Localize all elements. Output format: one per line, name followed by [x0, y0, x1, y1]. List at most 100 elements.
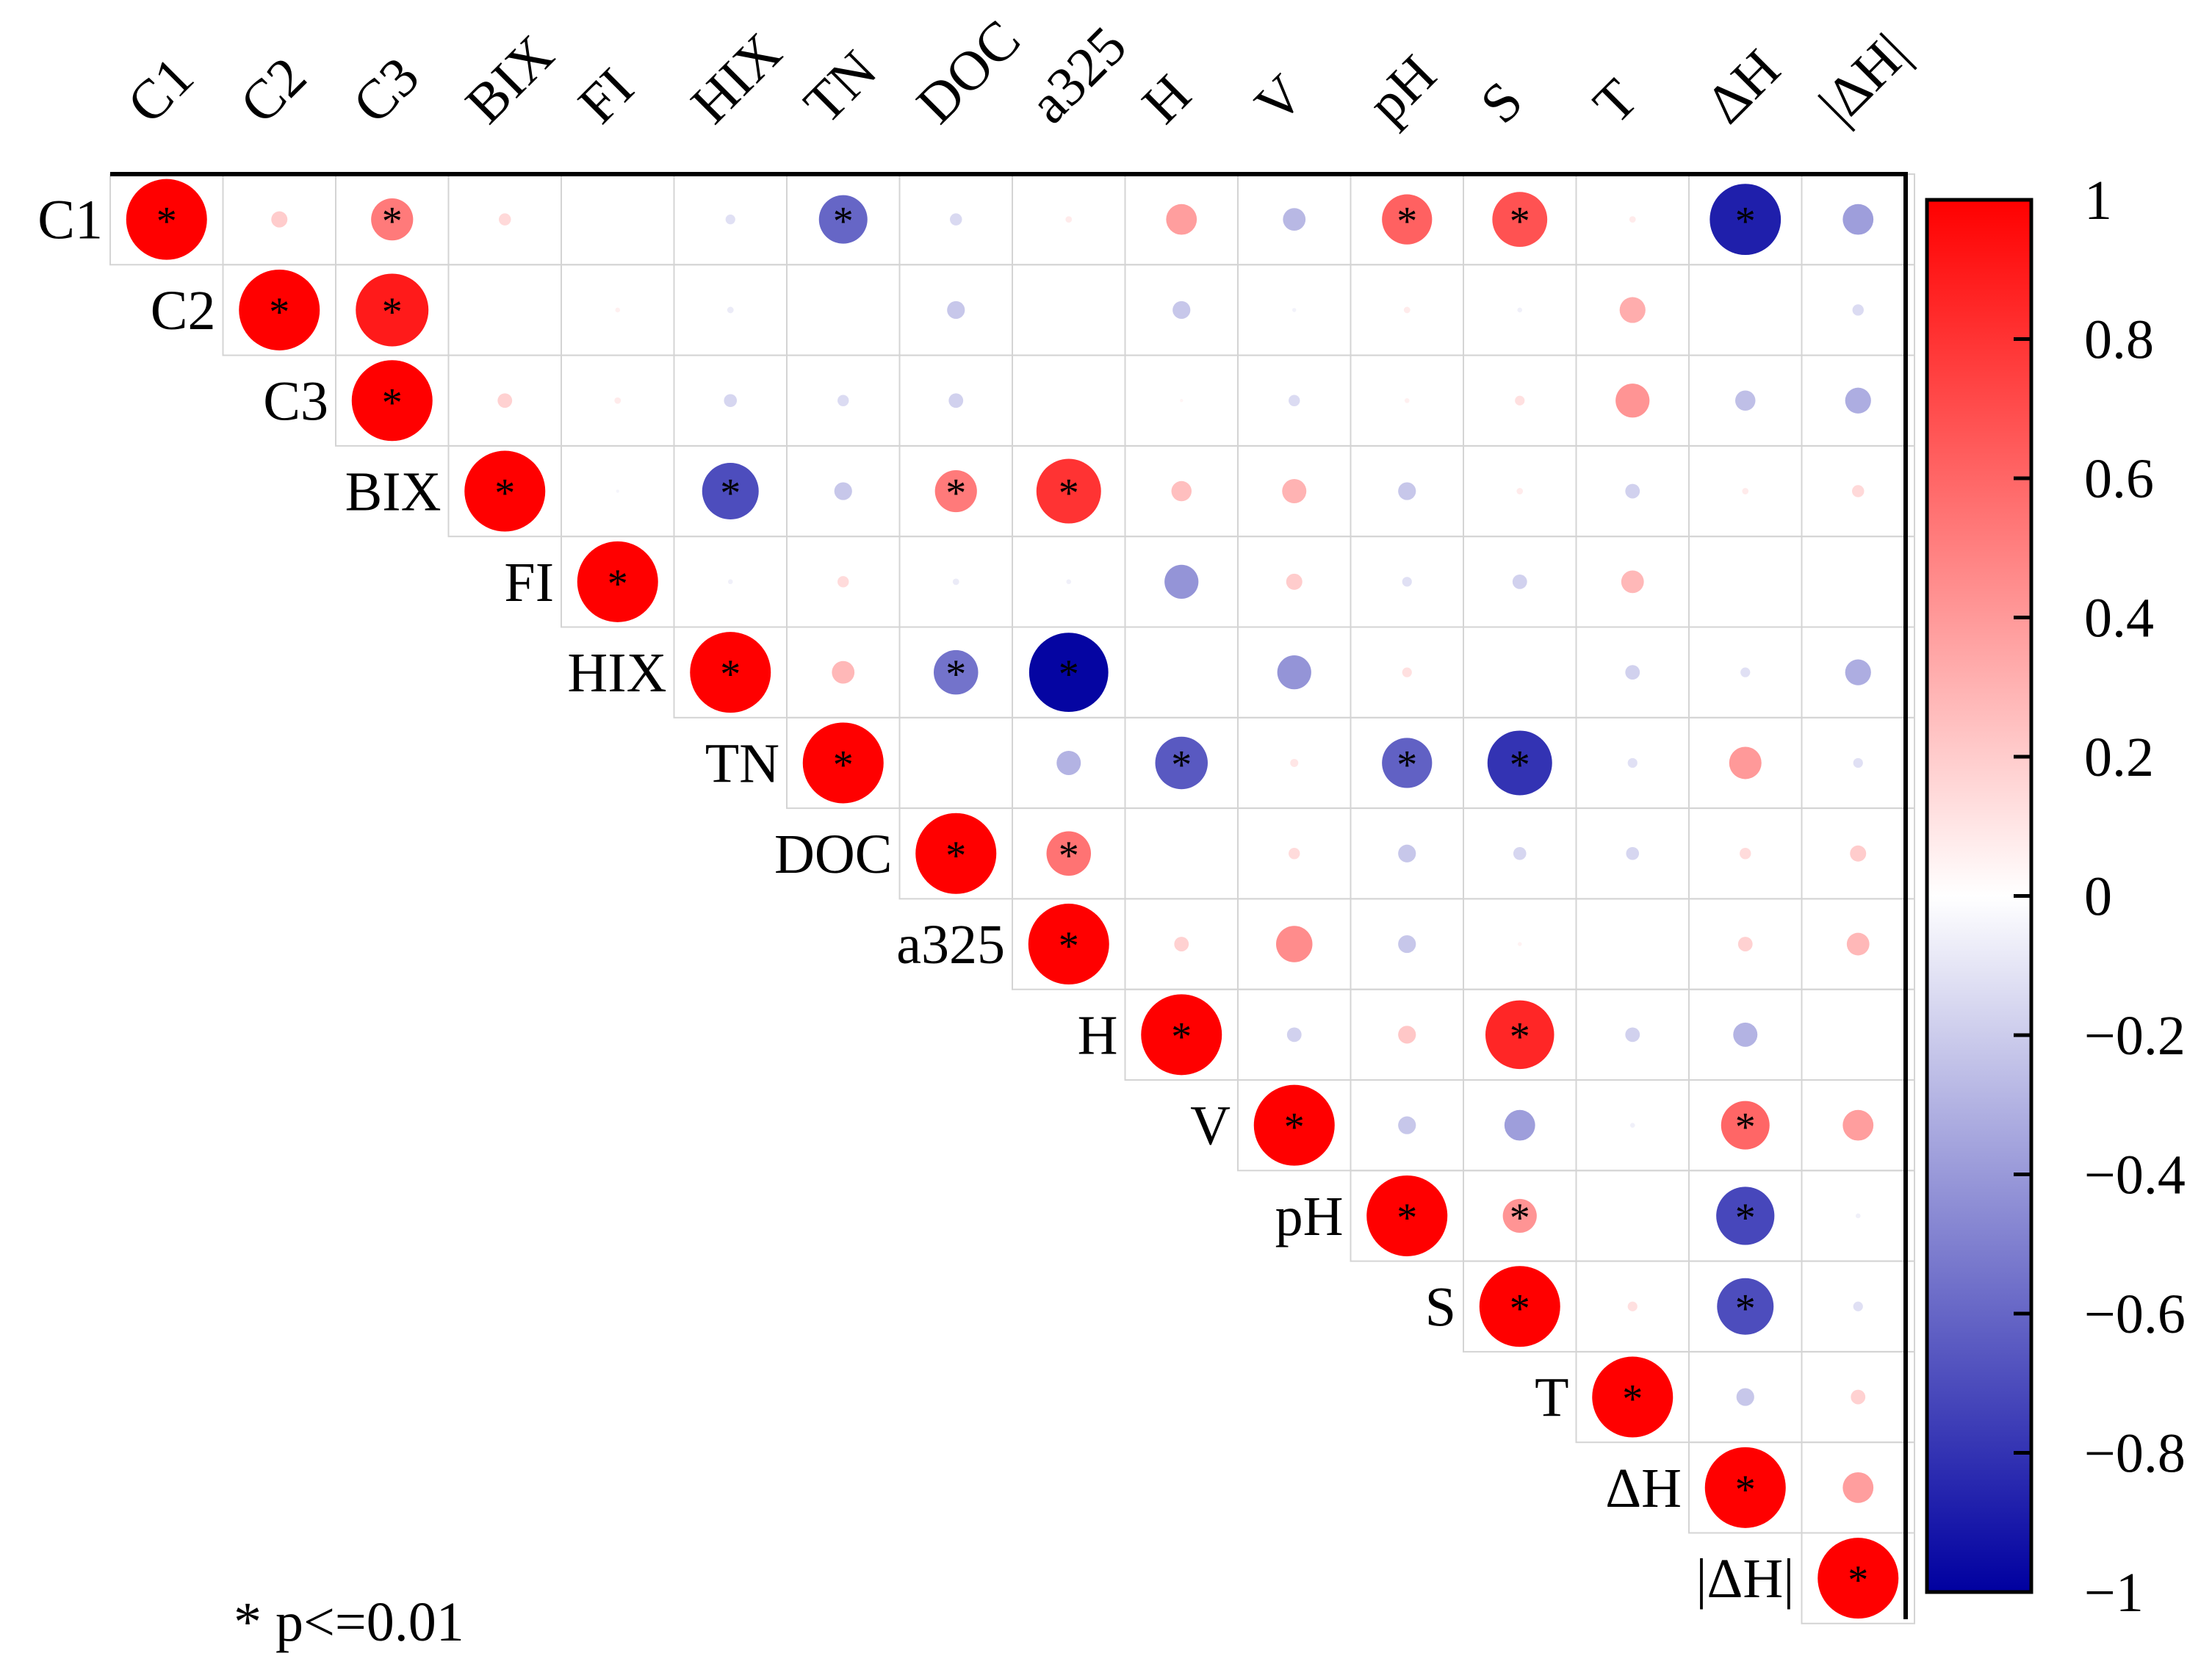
corr-circle-C3-T [1615, 384, 1650, 418]
sig-star: * [833, 742, 854, 788]
corr-circle-a325-V [1276, 926, 1313, 962]
corr-circle-C1-C3 [371, 198, 414, 241]
corr-circle-C3-C3 [351, 360, 433, 442]
corr-circle-C1-V [1283, 208, 1306, 231]
sig-star: * [1735, 1286, 1756, 1331]
corr-circle-HIX-|ΔH| [1845, 659, 1871, 685]
corr-circle-C1-C1 [126, 179, 207, 260]
column-label: V [1243, 63, 1315, 135]
corr-circle-C3-HIX [724, 394, 738, 408]
corr-circle-DOC-T [1626, 846, 1640, 860]
sig-star: * [494, 471, 515, 516]
column-label: C1 [115, 46, 205, 135]
corr-circle-a325-a325 [1028, 904, 1109, 985]
sig-star: * [1397, 199, 1417, 245]
corr-circle-HIX-DOC [934, 649, 979, 695]
corr-circle-a325-pH [1398, 935, 1416, 954]
grid-cell [1575, 898, 1690, 990]
sig-star: * [1059, 471, 1079, 516]
column-label: TN [792, 39, 888, 135]
sig-star: * [945, 471, 966, 516]
sig-star: * [1735, 1105, 1756, 1151]
row-label: C2 [151, 280, 216, 342]
cell-grid [109, 173, 1915, 1624]
corr-circle-TN-pH [1382, 738, 1433, 788]
sig-star: * [1510, 1286, 1530, 1331]
row-label: FI [504, 552, 554, 613]
corr-circle-V-S [1504, 1109, 1535, 1141]
corr-circle-DOC-ΔH [1740, 848, 1751, 860]
sig-star: * [1510, 199, 1530, 245]
corr-circle-BIX-T [1625, 483, 1640, 499]
column-label: DOC [905, 8, 1032, 135]
corr-circle-pH-ΔH [1716, 1187, 1775, 1245]
row-label: |ΔH| [1696, 1548, 1794, 1610]
grid-cell [561, 173, 675, 266]
row-label: C1 [37, 190, 103, 251]
corr-circle-V-V [1253, 1084, 1335, 1166]
column-label: pH [1356, 43, 1448, 135]
corr-circle-C3-ΔH [1735, 390, 1756, 411]
sig-star: * [1622, 1377, 1643, 1422]
corr-circle-a325-S [1518, 942, 1522, 946]
corr-circle-C1-H [1166, 204, 1197, 235]
corr-circle-BIX-a325 [1036, 458, 1101, 524]
corr-circle-H-T [1625, 1027, 1640, 1043]
row-label: T [1535, 1367, 1568, 1429]
corr-circle-C1-HIX [725, 215, 735, 225]
colorbar-tick-label: 0.2 [2084, 727, 2154, 788]
corr-circle-T-|ΔH| [1851, 1389, 1866, 1405]
corr-circle-TN-V [1290, 758, 1299, 767]
sig-star: * [608, 561, 628, 607]
corr-circle-C1-a325 [1065, 216, 1073, 223]
corr-circle-HIX-pH [1402, 667, 1412, 677]
corr-circle-C1-TN [818, 195, 868, 244]
corr-circle-FI-FI [577, 541, 658, 622]
row-label: HIX [567, 642, 666, 704]
grid-cell [1124, 807, 1239, 900]
sig-star: * [945, 652, 966, 697]
sig-star: * [1397, 1195, 1417, 1241]
column-label: H [1131, 63, 1203, 135]
corr-circle-BIX-pH [1398, 482, 1416, 500]
corr-circle-BIX-HIX [702, 463, 759, 520]
corr-circle-HIX-TN [832, 660, 855, 684]
sig-star: * [269, 289, 289, 335]
column-label: HIX [680, 21, 793, 135]
corr-circle-a325-ΔH [1737, 937, 1753, 951]
corr-circle-DOC-|ΔH| [1850, 845, 1867, 862]
sig-star: * [945, 833, 966, 879]
corr-circle-DOC-S [1513, 846, 1527, 860]
corr-circle-C1-pH [1382, 194, 1433, 245]
column-label: S [1469, 70, 1534, 135]
corr-circle-BIX-DOC [934, 469, 977, 513]
row-label: C3 [263, 370, 328, 432]
corr-circle-C2-S [1517, 307, 1523, 313]
corr-circle-C2-DOC [947, 300, 965, 320]
sig-star: * [1735, 1195, 1756, 1241]
corr-circle-|ΔH|-|ΔH| [1817, 1538, 1899, 1619]
grid-cell [1688, 536, 1803, 628]
sig-star: * [1171, 1014, 1192, 1059]
grid-cell [898, 716, 1013, 810]
corr-circle-TN-a325 [1056, 750, 1081, 775]
corr-circle-DOC-DOC [915, 813, 997, 894]
corr-circle-T-T [1592, 1356, 1674, 1438]
corr-circle-FI-V [1286, 573, 1303, 590]
grid-cell [786, 264, 901, 356]
corr-circle-C3-TN [837, 395, 849, 406]
corr-circle-C3-V [1289, 395, 1300, 406]
corr-circle-S-|ΔH| [1853, 1301, 1863, 1311]
sig-star: * [1059, 923, 1079, 969]
corr-circle-C2-V [1292, 308, 1297, 312]
corr-circle-C1-BIX [499, 213, 511, 226]
sig-star: * [720, 652, 741, 697]
corr-circle-pH-|ΔH| [1855, 1213, 1861, 1219]
corr-circle-C1-ΔH [1710, 184, 1782, 256]
corr-circle-DOC-a325 [1046, 831, 1091, 876]
corr-circle-TN-H [1155, 736, 1208, 790]
sig-star: * [1735, 1467, 1756, 1513]
grid-cell [1801, 1532, 1915, 1624]
significance-note: * p<=0.01 [234, 1591, 464, 1653]
